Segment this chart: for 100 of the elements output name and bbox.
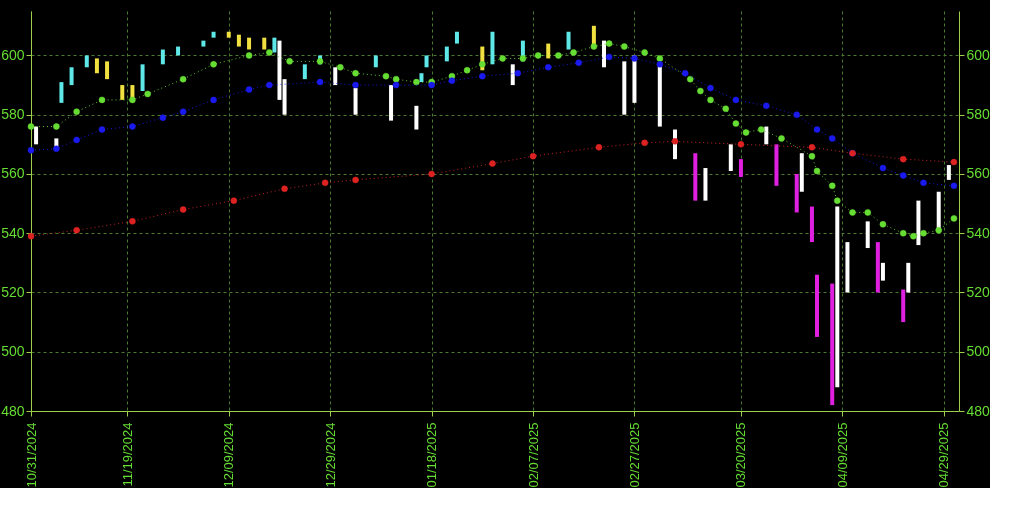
point: [879, 164, 887, 172]
point: [793, 111, 800, 118]
point: [899, 172, 907, 179]
point: [656, 55, 664, 62]
bar: [272, 37, 277, 53]
x-tick-label: 04/09/2025: [834, 422, 850, 488]
point: [392, 81, 400, 89]
point: [950, 182, 958, 190]
point: [849, 209, 856, 216]
point: [910, 232, 917, 240]
bar: [282, 79, 287, 115]
point: [899, 155, 907, 163]
point: [813, 126, 821, 133]
bar: [602, 40, 607, 68]
point: [266, 49, 273, 56]
bar: [738, 159, 743, 177]
bar: [510, 64, 515, 86]
bar: [120, 85, 125, 100]
y2-tick-label: 600: [966, 46, 991, 63]
x-tick-label: 12/29/2024: [322, 422, 338, 488]
bar: [69, 67, 74, 86]
point: [53, 145, 60, 153]
point: [722, 105, 729, 113]
point: [707, 84, 714, 92]
point: [950, 215, 958, 222]
bar: [160, 49, 165, 65]
point: [479, 61, 486, 68]
point: [73, 136, 80, 144]
point: [352, 81, 359, 89]
point: [245, 52, 253, 59]
point: [179, 75, 187, 83]
x-tick-label: 02/27/2025: [626, 422, 642, 488]
y-tick-label: 500: [1, 343, 25, 360]
bar: [226, 31, 231, 38]
point: [899, 229, 907, 237]
point: [230, 197, 238, 204]
point: [392, 75, 400, 83]
point: [808, 152, 816, 160]
bar: [764, 126, 769, 145]
bar: [389, 85, 394, 121]
bar: [59, 82, 64, 103]
bar: [880, 262, 885, 281]
point: [575, 59, 582, 67]
point: [763, 102, 770, 110]
point: [489, 160, 496, 167]
point: [499, 55, 506, 62]
point: [159, 114, 167, 121]
point: [813, 167, 821, 175]
point: [281, 185, 288, 193]
point: [210, 96, 217, 104]
bar: [201, 40, 206, 47]
bar: [34, 126, 39, 145]
point: [595, 144, 603, 151]
bar: [546, 43, 551, 59]
bar: [728, 144, 733, 171]
point: [352, 176, 359, 184]
point: [757, 126, 765, 133]
bar: [236, 34, 241, 47]
point: [742, 129, 750, 136]
bar: [302, 64, 307, 80]
point: [316, 78, 324, 86]
point: [514, 69, 522, 77]
point: [732, 96, 740, 104]
bar: [906, 262, 911, 293]
bar: [916, 200, 921, 246]
bar: [799, 153, 804, 192]
point: [129, 218, 136, 225]
point: [144, 90, 151, 98]
point: [828, 135, 836, 142]
point: [555, 52, 562, 59]
bar: [247, 37, 252, 50]
bar: [419, 73, 424, 83]
y-tick-label: 520: [1, 283, 25, 300]
point: [605, 40, 613, 47]
point: [631, 55, 638, 62]
x-tick-label: 10/31/2024: [23, 422, 39, 488]
bar: [490, 31, 495, 65]
x-tick-label: 03/20/2025: [733, 422, 749, 488]
point: [950, 158, 958, 166]
x-tick-label: 04/29/2025: [936, 422, 952, 488]
point: [266, 81, 273, 89]
y2-tick-label: 560: [966, 165, 991, 182]
point: [778, 135, 785, 142]
point: [179, 206, 187, 213]
point: [321, 179, 329, 187]
bar: [454, 31, 459, 44]
point: [286, 58, 293, 65]
y-tick-label: 580: [1, 106, 25, 123]
point: [448, 77, 456, 84]
point: [570, 49, 577, 56]
point: [352, 69, 359, 77]
bar: [333, 67, 338, 86]
point: [245, 86, 253, 93]
bar: [865, 221, 870, 249]
point: [697, 87, 704, 95]
bar: [703, 168, 708, 201]
point: [641, 139, 648, 147]
y-tick-label: 560: [1, 165, 25, 182]
bar: [845, 242, 850, 293]
point: [27, 147, 35, 154]
